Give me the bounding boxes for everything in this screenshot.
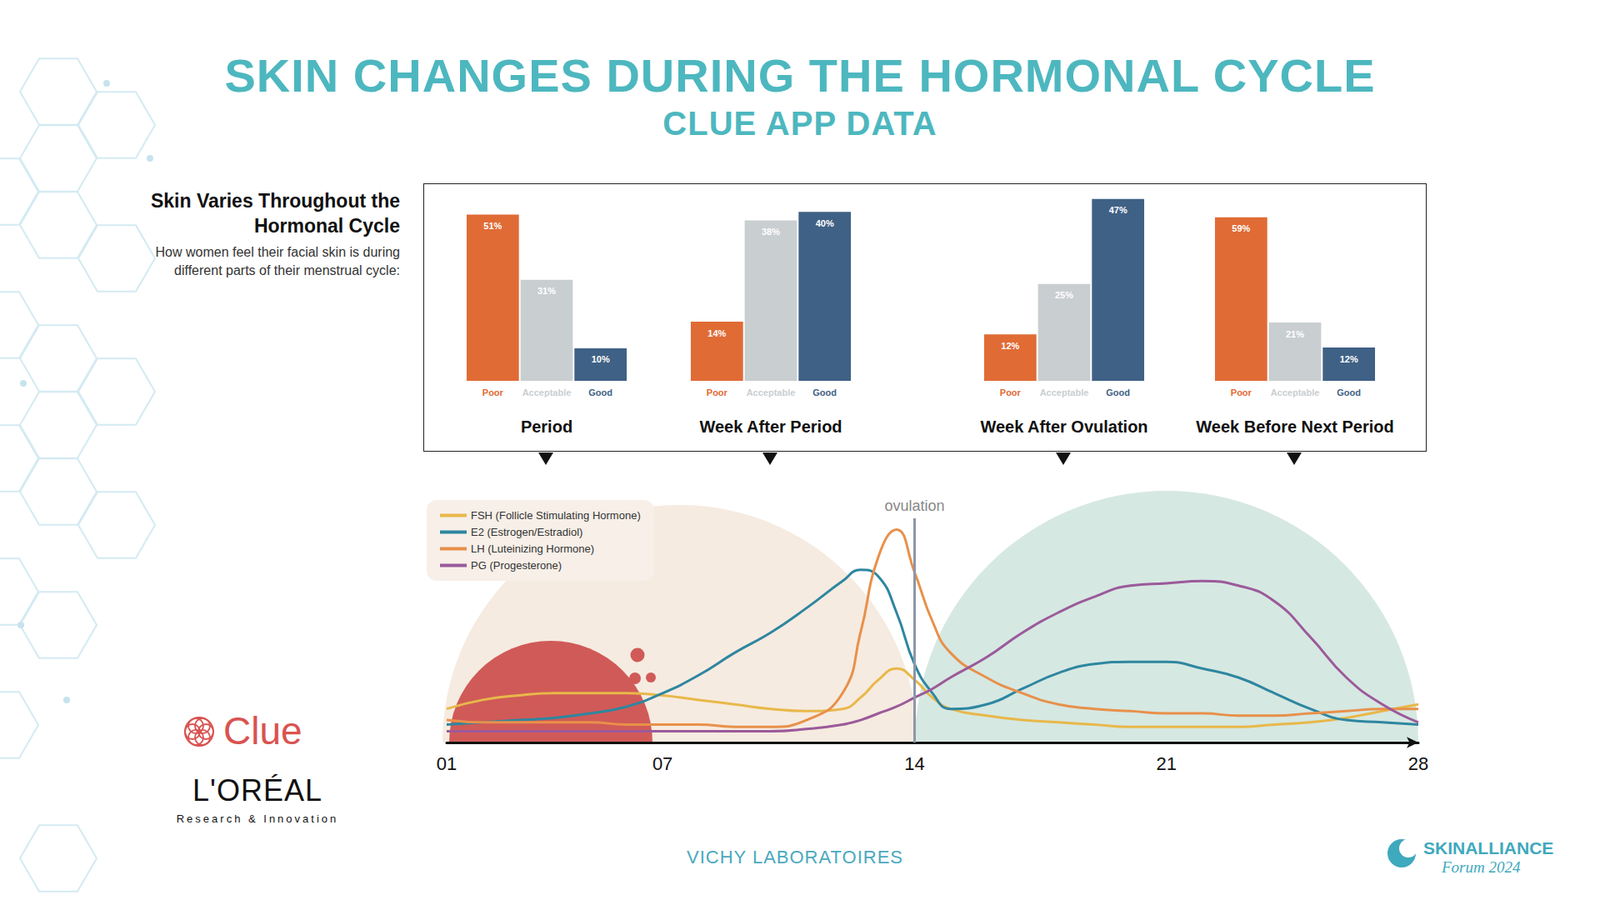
svg-text:40%: 40% — [815, 218, 835, 229]
svg-text:Poor: Poor — [1230, 387, 1253, 398]
html-text:CLUE APP DATA: CLUE APP DATA — [662, 105, 938, 142]
html-text:Week Before Next Period: Week Before Next Period — [1196, 417, 1394, 436]
html-text:Clue: Clue — [223, 709, 303, 753]
svg-text:21: 21 — [1155, 753, 1176, 775]
html-text:L'ORÉAL: L'ORÉAL — [192, 773, 323, 808]
svg-text:ovulation: ovulation — [884, 497, 945, 515]
svg-text:Acceptable: Acceptable — [522, 387, 572, 398]
svg-text:14%: 14% — [707, 328, 726, 339]
svg-text:Acceptable: Acceptable — [1270, 387, 1320, 398]
svg-text:47%: 47% — [1109, 205, 1128, 215]
svg-text:Good: Good — [812, 387, 837, 398]
svg-text:59%: 59% — [1231, 223, 1250, 234]
svg-text:Acceptable: Acceptable — [1040, 387, 1090, 398]
html-text:SKIN CHANGES DURING THE HORMON: SKIN CHANGES DURING THE HORMONAL CYCLE — [224, 49, 1376, 102]
html-text:SKINALLIANCE: SKINALLIANCE — [1423, 838, 1554, 858]
svg-text:31%: 31% — [537, 285, 556, 296]
html-text:Research & Innovation: Research & Innovation — [176, 812, 339, 825]
html-text:Week After Ovulation: Week After Ovulation — [980, 417, 1148, 436]
svg-text:12%: 12% — [1000, 340, 1020, 351]
svg-text:Good: Good — [1336, 387, 1361, 398]
html-text:How women feel their facial sk: How women feel their facial skin is duri… — [155, 245, 400, 278]
svg-text:01: 01 — [436, 753, 457, 775]
svg-text:10%: 10% — [591, 354, 610, 365]
svg-text:Poor: Poor — [1000, 387, 1022, 398]
svg-text:51%: 51% — [483, 220, 502, 231]
html-text:VICHY LABORATOIRES: VICHY LABORATOIRES — [686, 846, 904, 868]
html-text:Period: Period — [520, 417, 573, 436]
html-text:Forum 2024: Forum 2024 — [1441, 858, 1521, 876]
svg-text:38%: 38% — [761, 226, 780, 237]
svg-text:E2 (Estrogen/Estradiol): E2 (Estrogen/Estradiol) — [470, 525, 583, 539]
svg-text:21%: 21% — [1285, 329, 1305, 340]
svg-text:14: 14 — [904, 753, 925, 775]
svg-text:Good: Good — [1105, 387, 1130, 398]
html-text:Week After Period: Week After Period — [699, 417, 843, 436]
svg-text:28: 28 — [1408, 753, 1429, 775]
svg-text:Poor: Poor — [482, 387, 505, 398]
svg-text:PG (Progesterone): PG (Progesterone) — [470, 559, 562, 572]
svg-text:Acceptable: Acceptable — [746, 387, 796, 398]
svg-text:Good: Good — [588, 387, 613, 398]
svg-text:LH (Luteinizing Hormone): LH (Luteinizing Hormone) — [470, 542, 595, 555]
svg-text:25%: 25% — [1055, 290, 1074, 300]
svg-text:Poor: Poor — [706, 387, 729, 398]
html-text:Skin Varies Throughout the Hor: Skin Varies Throughout the Hormonal Cycl… — [150, 190, 400, 237]
svg-text:07: 07 — [652, 753, 673, 775]
svg-text:FSH (Follicle Stimulating Horm: FSH (Follicle Stimulating Hormone) — [470, 509, 641, 522]
svg-text:12%: 12% — [1340, 354, 1359, 365]
